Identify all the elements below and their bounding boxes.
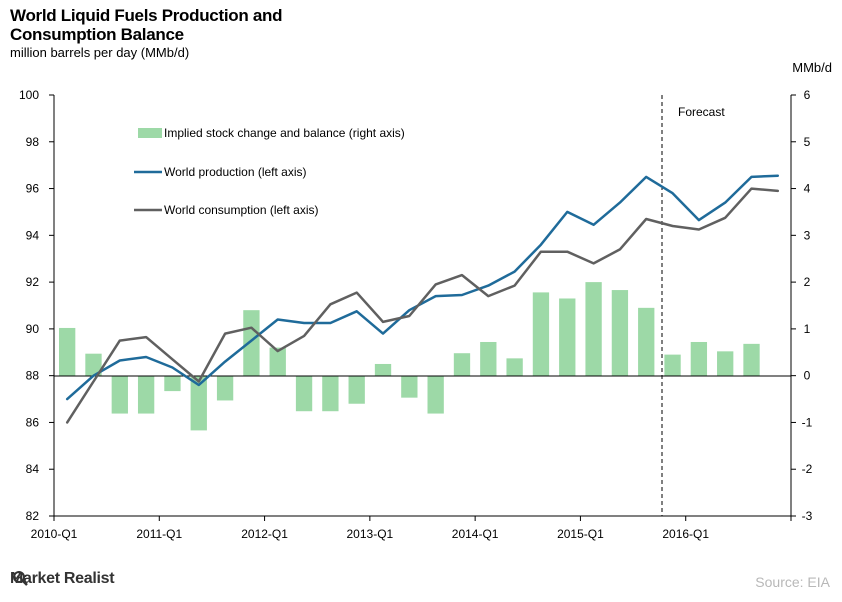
stock-bar-2014-Q4 — [559, 298, 576, 376]
right-tick-label: 4 — [804, 182, 811, 196]
stock-bar-2013-Q1 — [374, 363, 392, 376]
stock-bar-2016-Q1 — [690, 341, 708, 376]
x-tick-label: 2012-Q1 — [241, 527, 288, 541]
stock-bar-2015-Q4 — [664, 354, 681, 376]
stock-bar-2012-Q1 — [269, 347, 286, 376]
stock-bar-2013-Q4 — [453, 353, 471, 376]
stock-bar-2016-Q2 — [717, 351, 734, 376]
left-tick-label: 90 — [26, 322, 40, 336]
right-tick-label: 2 — [804, 275, 811, 289]
right-tick-label: -2 — [802, 462, 813, 476]
right-tick-label: 0 — [804, 369, 811, 383]
stock-bar-2011-Q3 — [216, 375, 234, 401]
left-tick-label: 96 — [26, 182, 40, 196]
forecast-label: Forecast — [678, 105, 725, 119]
stock-bar-2012-Q2 — [295, 375, 313, 412]
right-tick-label: 5 — [804, 135, 811, 149]
left-tick-label: 92 — [26, 275, 40, 289]
stock-bar-2015-Q1 — [585, 282, 602, 376]
stock-bar-2016-Q3 — [743, 343, 760, 376]
legend: Implied stock change and balance (right … — [134, 126, 405, 217]
left-tick-label: 94 — [26, 228, 40, 242]
legend-label-stock: Implied stock change and balance (right … — [164, 126, 405, 140]
stock-bar-2013-Q3 — [427, 375, 444, 414]
legend-label-production: World production (left axis) — [164, 165, 307, 179]
x-tick-label: 2010-Q1 — [31, 527, 78, 541]
left-tick-label: 86 — [26, 415, 40, 429]
stock-bar-2011-Q2 — [190, 375, 207, 431]
left-tick-label: 98 — [26, 135, 40, 149]
right-tick-label: 3 — [804, 228, 811, 242]
axis-ticks: 82 84 86 88 90 92 94 96 98 100 -3 -2 -1 0 1 2 3 4 5 6 2010-Q… — [19, 88, 813, 541]
left-tick-label: 88 — [26, 369, 40, 383]
right-axis-unit: MMb/d — [792, 60, 832, 75]
stock-bar-2010-Q4 — [137, 375, 155, 414]
x-tick-label: 2014-Q1 — [452, 527, 499, 541]
magnifier-chart-icon — [13, 571, 28, 586]
stock-bar-2010-Q1 — [59, 327, 76, 376]
stock-bar-2012-Q3 — [322, 375, 339, 412]
stock-bar-2010-Q3 — [111, 375, 128, 414]
x-tick-label: 2016-Q1 — [662, 527, 709, 541]
stock-bar-2011-Q1 — [164, 375, 181, 392]
left-tick-label: 82 — [26, 509, 40, 523]
chart-title: World Liquid Fuels Production and Consum… — [10, 6, 283, 44]
right-tick-label: -3 — [802, 509, 813, 523]
chart-subtitle: million barrels per day (MMb/d) — [10, 45, 190, 60]
stock-bar-2014-Q3 — [532, 292, 550, 376]
x-tick-label: 2015-Q1 — [557, 527, 604, 541]
stock-bar-2014-Q1 — [480, 341, 497, 376]
right-tick-label: 1 — [804, 322, 811, 336]
stock-bar-2012-Q4 — [348, 375, 365, 404]
stock-change-bars — [59, 282, 760, 431]
stock-bar-2010-Q2 — [85, 353, 102, 376]
stock-bar-2014-Q2 — [506, 358, 523, 376]
left-tick-label: 100 — [19, 88, 39, 102]
production-line — [65, 174, 780, 401]
legend-swatch-stock — [138, 128, 162, 138]
right-tick-label: -1 — [802, 415, 813, 429]
stock-bar-2015-Q2 — [611, 290, 629, 376]
legend-label-consumption: World consumption (left axis) — [164, 203, 319, 217]
left-tick-label: 84 — [26, 462, 40, 476]
stock-bar-2013-Q2 — [401, 375, 418, 398]
series-lines — [65, 174, 780, 424]
x-tick-label: 2013-Q1 — [347, 527, 394, 541]
stock-bar-2015-Q3 — [638, 307, 655, 376]
consumption-line — [65, 187, 780, 424]
x-tick-label: 2011-Q1 — [136, 527, 182, 541]
brand-logo: Market Realist — [10, 570, 115, 588]
right-tick-label: 6 — [804, 88, 811, 102]
stock-bar-2011-Q4 — [243, 310, 260, 376]
brand-name: Market Realist — [10, 570, 115, 587]
source-note: Source: EIA — [755, 574, 830, 590]
